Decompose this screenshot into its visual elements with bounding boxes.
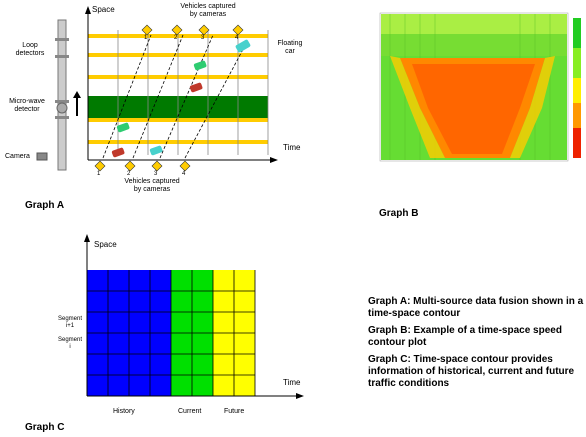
caption-graph-b: Graph B: Example of a time-space speed c…	[368, 325, 562, 348]
bottom-num-3: 3	[154, 171, 158, 177]
graph-b-contour-plot	[379, 12, 581, 162]
floating-car-icon	[235, 39, 251, 53]
detector-mark	[55, 116, 69, 119]
current-label: Current	[178, 408, 202, 415]
car-icon	[193, 60, 207, 71]
car-icon	[116, 122, 130, 133]
future-label: Future	[224, 408, 245, 415]
vehicles-captured-bottom-label: Vehicles captured by cameras	[124, 178, 180, 193]
bottom-num-4: 4	[182, 171, 186, 177]
top-num-4: 4	[235, 35, 239, 41]
segment-i-plus-1-label: Segment i+1	[57, 316, 82, 329]
top-num-3: 3	[201, 35, 205, 41]
graph-c-x-arrowhead	[296, 393, 304, 399]
colorbar-segment	[573, 18, 581, 48]
direction-arrowhead	[73, 91, 81, 98]
bottom-camera-icons	[94, 160, 191, 172]
camera-icon	[36, 152, 48, 161]
camera-label: Camera	[5, 153, 30, 160]
graph-a-diagram	[36, 6, 278, 172]
congestion-core	[412, 64, 535, 154]
loop-detector-mark	[55, 55, 69, 58]
graph-c-diagram	[84, 234, 304, 399]
contour-band	[381, 34, 567, 56]
graph-c-y-axis-label: Space	[94, 240, 117, 249]
colorbar-segment	[573, 78, 581, 103]
trajectories	[102, 34, 249, 159]
microwave-detector-icon	[56, 102, 68, 114]
vehicles-captured-top-label: Vehicles captured by cameras	[180, 3, 236, 18]
bottom-num-1: 1	[97, 171, 101, 177]
colorbar-segment	[573, 128, 581, 158]
roadway-strip	[57, 19, 67, 171]
graph-c-x-axis-label: Time	[283, 378, 301, 387]
car-icon	[189, 82, 203, 93]
loop-detector-mark	[55, 38, 69, 41]
transition-edge	[510, 56, 555, 158]
graph-a-label: Graph A	[25, 200, 65, 211]
contour-band	[381, 14, 567, 34]
caption-graph-c: Graph C: Time-space contour provides inf…	[368, 354, 575, 389]
top-camera-icons	[141, 24, 244, 36]
graph-c-y-arrowhead	[84, 234, 90, 242]
car-icon	[149, 145, 163, 156]
floating-car-label: Floating car	[277, 40, 303, 55]
bottom-num-2: 2	[127, 171, 131, 177]
graph-a-x-axis-label: Time	[283, 143, 301, 152]
graph-a-y-arrowhead	[85, 6, 91, 14]
colorbar-segment	[573, 103, 581, 128]
graph-b-label: Graph B	[379, 208, 419, 219]
segment-i-label: Segment i	[57, 337, 82, 350]
graph-a-grid	[117, 30, 269, 155]
microwave-detector-label: Micro-wave detector	[9, 98, 45, 113]
transition-edge	[390, 56, 445, 158]
colorbar-segment	[573, 48, 581, 78]
graph-c-label: Graph C	[25, 422, 65, 433]
detector-mark	[55, 100, 69, 103]
top-num-1: 1	[144, 35, 148, 41]
top-num-2: 2	[174, 35, 178, 41]
graph-a-y-axis-label: Space	[92, 5, 115, 14]
car-icon	[111, 147, 125, 158]
caption-graph-a: Graph A: Multi-source data fusion shown …	[368, 296, 584, 319]
history-label: History	[113, 408, 135, 415]
loop-detectors-label: Loop detectors	[15, 42, 45, 57]
graph-a-x-arrowhead	[270, 157, 278, 163]
